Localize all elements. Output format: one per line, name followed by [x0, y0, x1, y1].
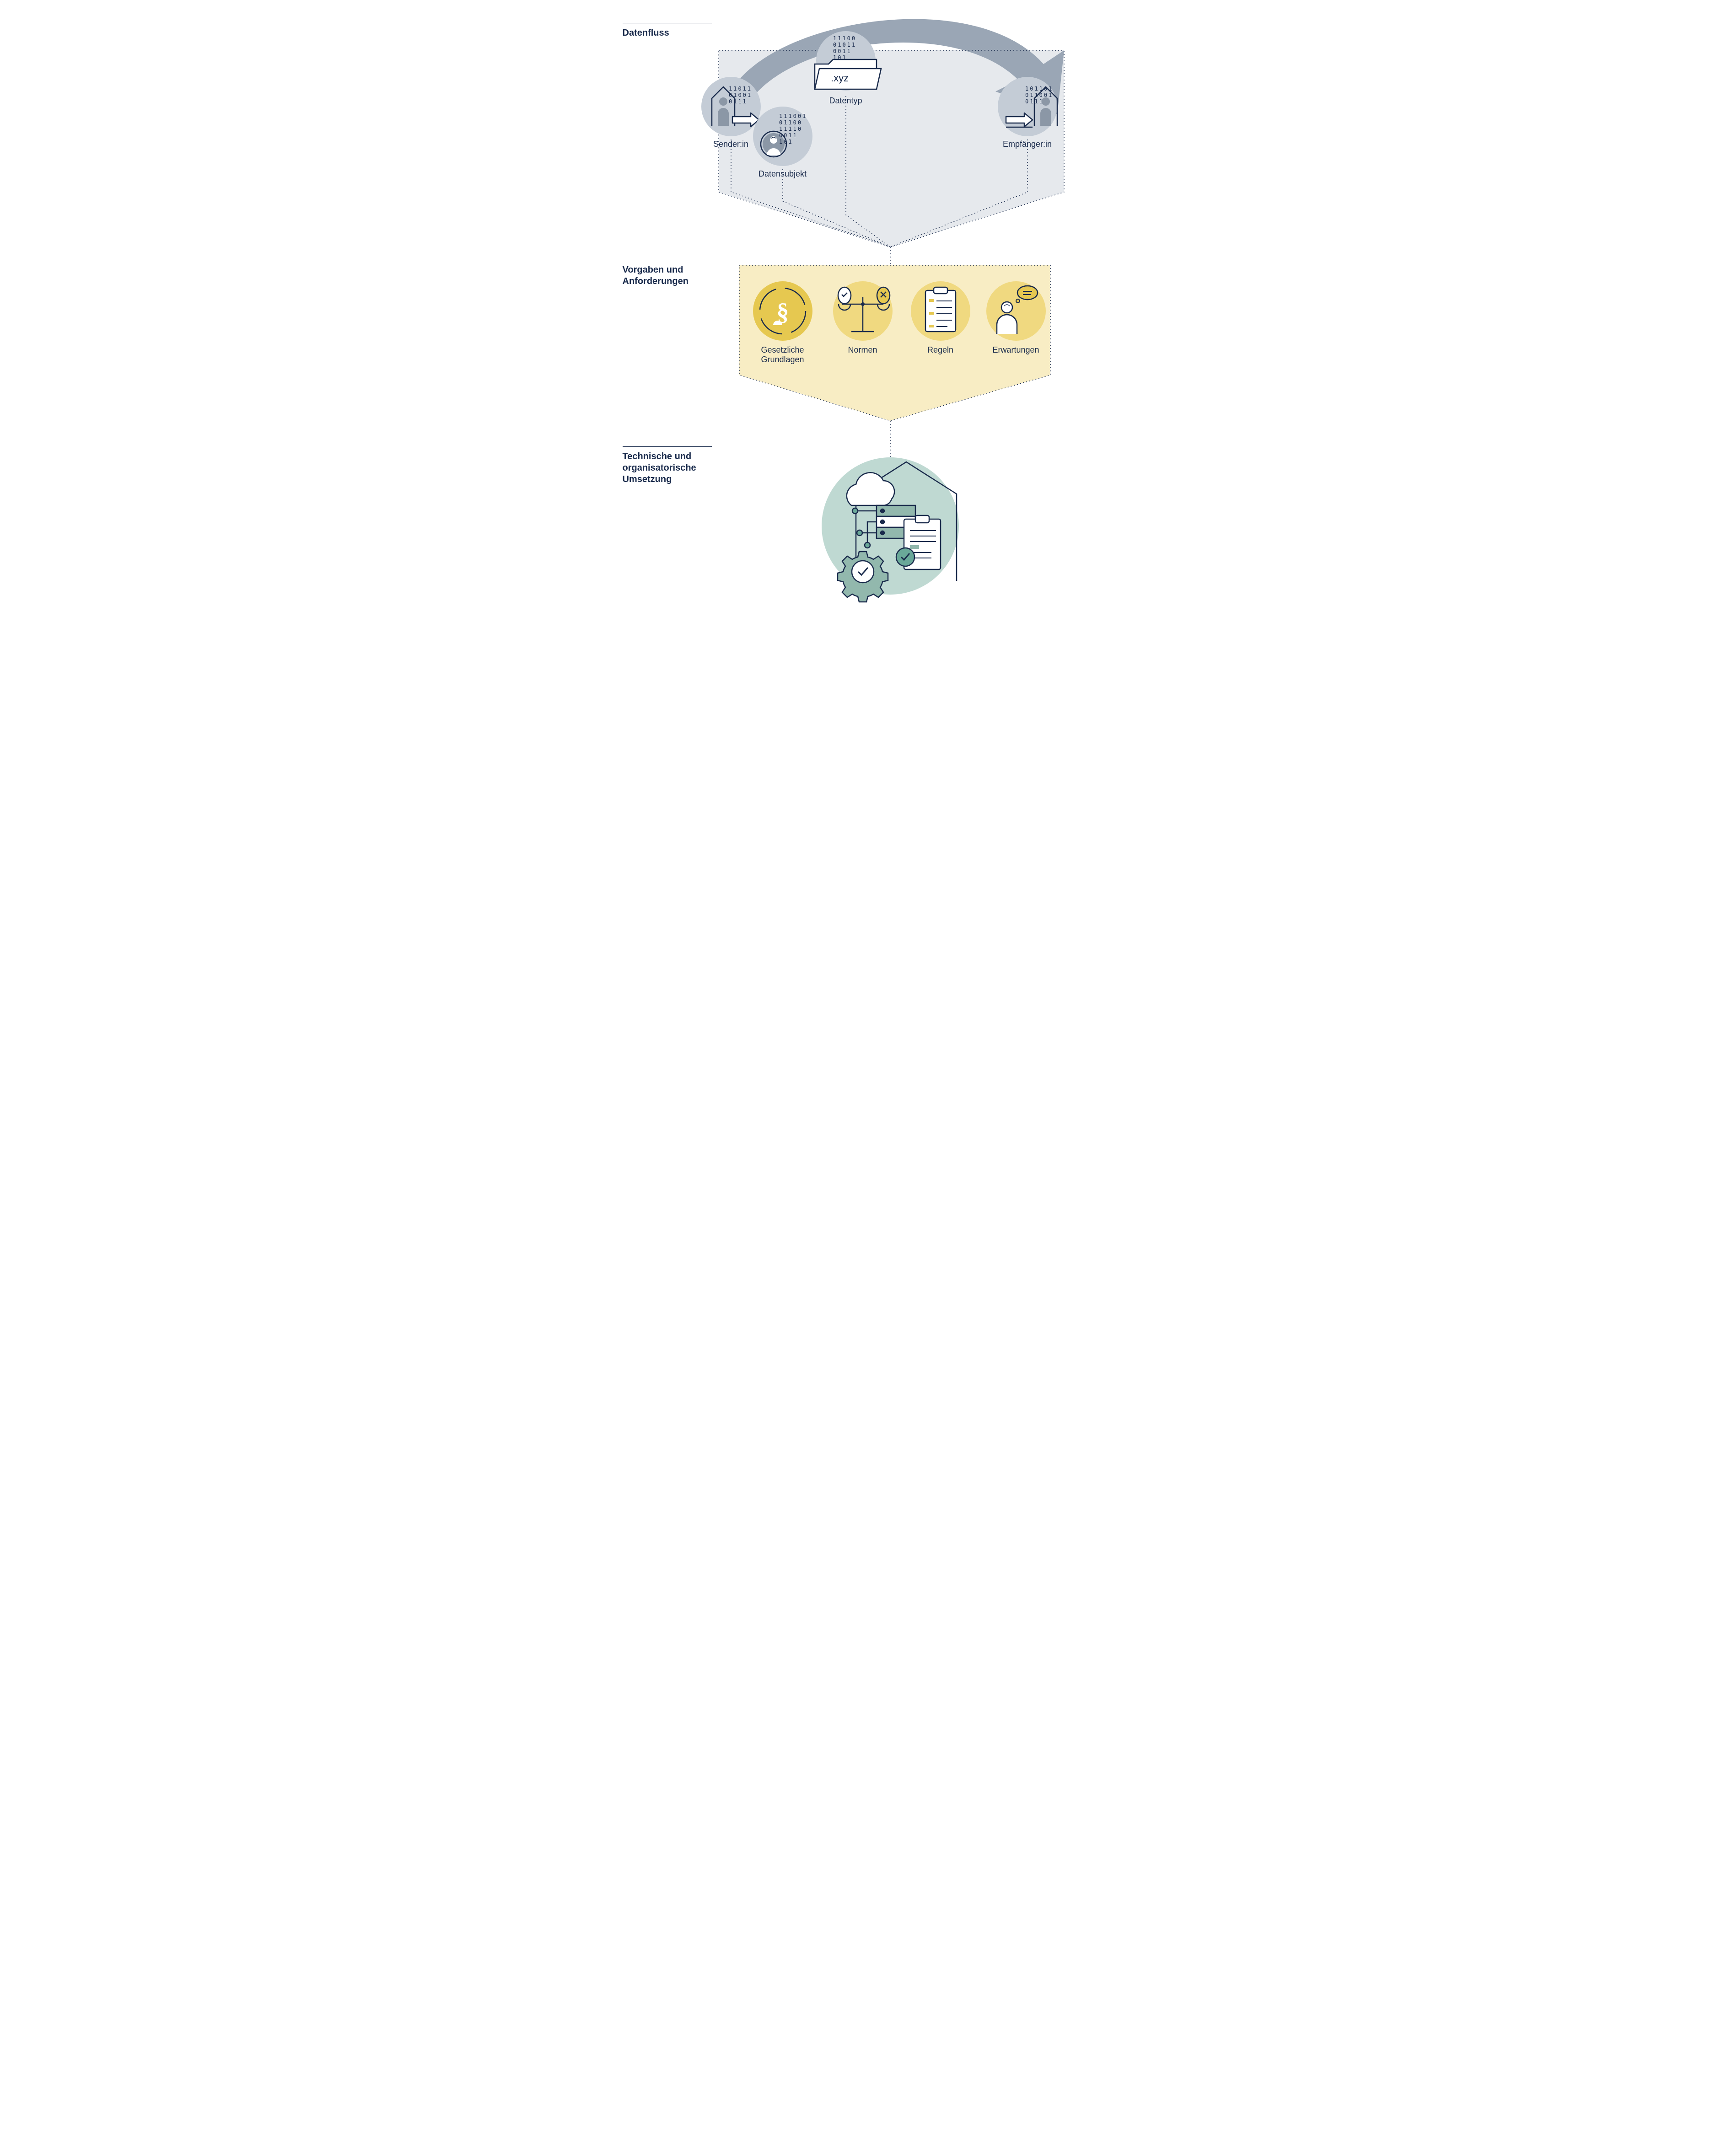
svg-text:01001: 01001	[729, 92, 752, 98]
svg-text:0011: 0011	[779, 132, 798, 139]
svg-text:11011: 11011	[729, 86, 752, 92]
label-rules: Regeln	[904, 345, 977, 355]
label-norms: Normen	[826, 345, 899, 355]
diagram-canvas: Datenfluss Vorgaben und Anforderungen Te…	[613, 0, 1103, 616]
svg-text:01011: 01011	[833, 42, 856, 48]
label-expect: Erwartungen	[979, 345, 1053, 355]
node-rules	[911, 281, 970, 341]
datatype-ext-text: .xyz	[831, 72, 849, 84]
node-norms	[833, 281, 893, 341]
svg-text:0111: 0111	[1025, 98, 1044, 105]
svg-text:0011: 0011	[833, 48, 852, 54]
svg-text:011001: 011001	[1025, 92, 1053, 98]
svg-text:11110: 11110	[779, 126, 802, 132]
svg-text:101: 101	[779, 139, 793, 145]
svg-layer: .xyz 11011010010111111001011001111000111…	[613, 0, 1103, 616]
svg-text:101101: 101101	[1025, 86, 1053, 92]
label-subject: Datensubjekt	[746, 169, 819, 179]
node-implementation	[822, 457, 959, 602]
svg-text:101: 101	[833, 54, 847, 61]
label-sender: Sender:in	[694, 139, 768, 149]
svg-text:111001: 111001	[779, 113, 807, 119]
node-expect	[986, 281, 1046, 341]
svg-text:11100: 11100	[833, 35, 856, 42]
label-datatype: Datentyp	[809, 96, 882, 106]
svg-text:01100: 01100	[779, 119, 802, 126]
label-receiver: Empfänger:in	[991, 139, 1064, 149]
node-legal: §	[753, 281, 812, 341]
label-legal: Gesetzliche Grundlagen	[746, 345, 819, 365]
svg-text:0111: 0111	[729, 98, 748, 105]
svg-text:§: §	[776, 298, 789, 326]
